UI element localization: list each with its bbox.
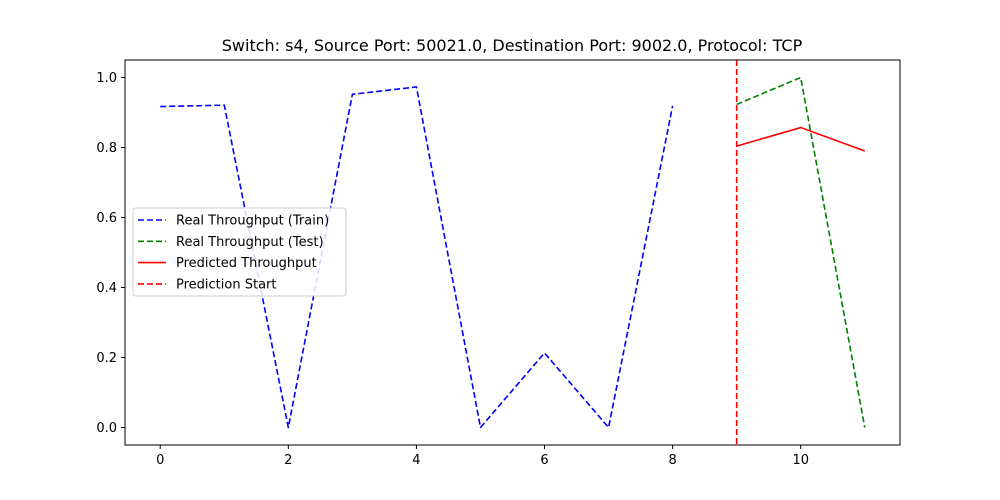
- legend-box: [132, 207, 347, 297]
- axes-frame: [124, 59, 901, 446]
- y-tick-label: 0.2: [96, 351, 117, 366]
- series-line-2: [736, 76, 866, 428]
- legend-label: Prediction Start: [176, 277, 276, 292]
- y-tick-label: 0.0: [96, 421, 117, 436]
- y-tick-label: 0.4: [96, 281, 117, 296]
- axis-ticks: 0 2 4 6 8 10 0.0 0.2 0.4 0.6 0.8 1.0: [96, 71, 809, 468]
- series-line-3: [736, 126, 866, 152]
- legend-label: Real Throughput (Test): [176, 235, 324, 250]
- y-tick-label: 0.6: [96, 211, 117, 226]
- legend-label: Real Throughput (Train): [176, 214, 329, 229]
- y-tick-label: 1.0: [96, 71, 117, 86]
- x-tick-label: 4: [412, 453, 420, 468]
- legend: Real Throughput (Train) Real Throughput (…: [132, 207, 347, 297]
- x-tick-label: 10: [792, 453, 809, 468]
- legend-label: Predicted Throughput: [176, 256, 317, 271]
- x-tick-label: 0: [156, 453, 164, 468]
- x-tick-label: 6: [540, 453, 548, 468]
- chart-title: Switch: s4, Source Port: 50021.0, Destin…: [222, 36, 803, 55]
- y-tick-label: 0.8: [96, 141, 117, 156]
- x-tick-label: 8: [668, 453, 676, 468]
- x-tick-label: 2: [284, 453, 292, 468]
